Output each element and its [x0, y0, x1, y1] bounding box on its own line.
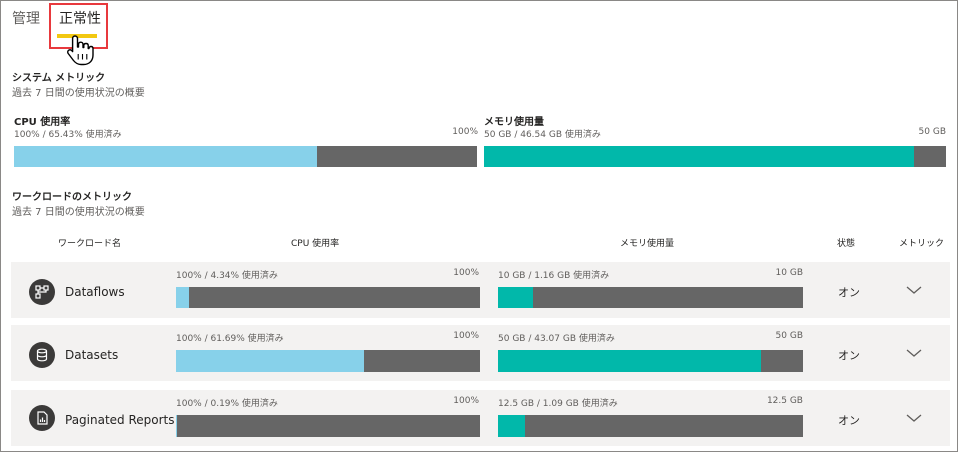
workload-cpu-used: 100% / 61.69% 使用済み [176, 334, 284, 344]
chevron-down-icon[interactable] [905, 412, 923, 424]
col-header-name: ワークロード名 [58, 239, 122, 249]
system-metrics-subtitle: 過去 7 日間の使用状況の概要 [12, 88, 145, 99]
workload-memory-bar [498, 415, 803, 437]
workload-cpu-bar [176, 415, 480, 437]
col-header-cpu: CPU 使用率 [291, 239, 340, 249]
workload-memory-bar [498, 350, 803, 372]
system-memory-bar-fill [484, 146, 915, 167]
workload-name: Datasets [65, 348, 119, 362]
workload-cpu-bar [176, 287, 480, 308]
system-cpu-bar-fill [14, 146, 317, 167]
system-memory-max: 50 GB [918, 127, 946, 137]
workload-memory-used: 12.5 GB / 1.09 GB 使用済み [498, 399, 618, 409]
workload-name: Dataflows [65, 285, 125, 299]
col-header-memory: メモリ使用量 [620, 239, 675, 249]
hand-cursor-icon [67, 35, 94, 66]
col-header-metrics: メトリック [899, 239, 945, 249]
table-row: Dataflows 100% / 4.34% 使用済み 100% 10 GB /… [11, 262, 950, 318]
workload-memory-bar-fill [498, 350, 761, 372]
col-header-status: 状態 [837, 239, 856, 249]
chevron-down-icon[interactable] [905, 284, 923, 296]
system-cpu-used: 100% / 65.43% 使用済み [14, 130, 122, 140]
workload-metrics-title: ワークロードのメトリック [12, 192, 132, 203]
workload-status: オン [838, 349, 860, 362]
system-memory-label: メモリ使用量 [484, 117, 544, 128]
chevron-down-icon[interactable] [905, 347, 923, 359]
workload-cpu-bar-fill [176, 350, 364, 372]
tab-health[interactable]: 正常性 [59, 11, 101, 27]
workload-cpu-used: 100% / 4.34% 使用済み [176, 271, 278, 281]
workload-name: Paginated Reports [65, 413, 175, 427]
system-cpu-max: 100% [452, 127, 478, 137]
workload-memory-max: 10 GB [775, 268, 803, 278]
workload-memory-used: 10 GB / 1.16 GB 使用済み [498, 271, 610, 281]
workload-status: オン [838, 414, 860, 427]
system-metrics-title: システム メトリック [12, 73, 106, 84]
database-icon [29, 342, 55, 368]
workload-cpu-bar-fill [176, 415, 177, 437]
table-row: Paginated Reports 100% / 0.19% 使用済み 100%… [11, 390, 950, 446]
workload-memory-max: 50 GB [775, 331, 803, 341]
dataflow-icon [29, 279, 55, 305]
workload-memory-bar-fill [498, 287, 534, 308]
workload-memory-bar [498, 287, 803, 308]
system-cpu-bar [14, 146, 477, 167]
workload-cpu-max: 100% [453, 331, 479, 341]
table-row: Datasets 100% / 61.69% 使用済み 100% 50 GB /… [11, 325, 950, 381]
system-memory-bar [484, 146, 946, 167]
workload-cpu-max: 100% [453, 396, 479, 406]
report-icon [29, 405, 55, 431]
workload-status: オン [838, 286, 860, 299]
workload-memory-bar-fill [498, 415, 525, 437]
workload-cpu-used: 100% / 0.19% 使用済み [176, 399, 278, 409]
workload-metrics-subtitle: 過去 7 日間の使用状況の概要 [12, 207, 145, 218]
workload-memory-max: 12.5 GB [766, 396, 803, 406]
workload-memory-used: 50 GB / 43.07 GB 使用済み [498, 334, 615, 344]
workload-cpu-bar-fill [176, 287, 190, 308]
workload-cpu-max: 100% [453, 268, 479, 278]
tab-manage[interactable]: 管理 [12, 11, 40, 27]
workload-cpu-bar [176, 350, 480, 372]
system-memory-used: 50 GB / 46.54 GB 使用済み [484, 130, 601, 140]
system-cpu-label: CPU 使用率 [14, 117, 71, 128]
